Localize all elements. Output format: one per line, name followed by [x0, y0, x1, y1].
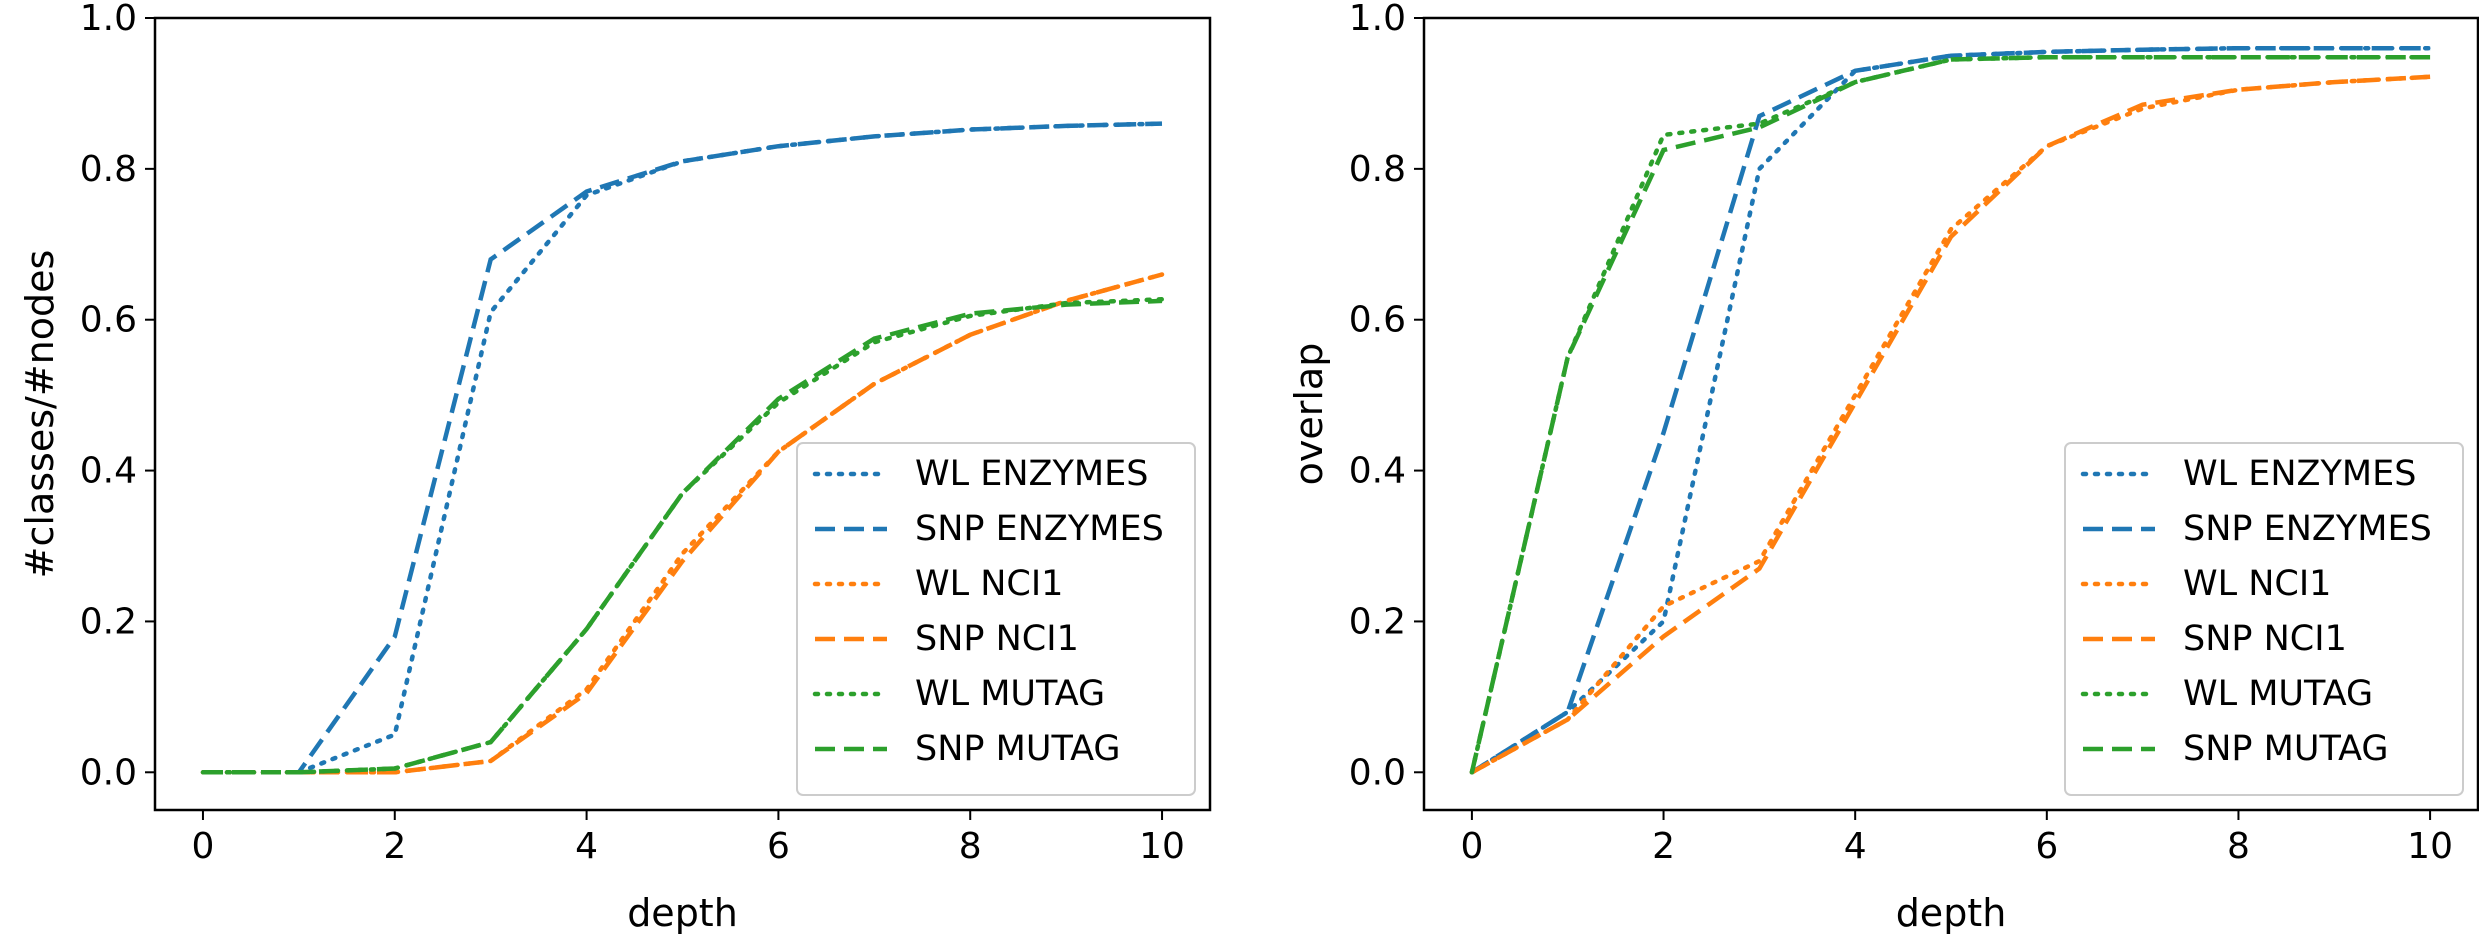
- right-x-tick-label: 8: [2227, 826, 2250, 867]
- left-y-tick-label: 0.0: [80, 752, 137, 793]
- right-y-tick-label: 0.0: [1349, 752, 1406, 793]
- left-x-tick-label: 10: [1139, 826, 1185, 867]
- right-y-tick-label: 1.0: [1349, 0, 1406, 39]
- right-y-tick-label: 0.2: [1349, 601, 1406, 642]
- right-y-tick-label: 0.8: [1349, 149, 1406, 190]
- right-x-tick-label: 2: [1652, 826, 1675, 867]
- left-legend-label: WL NCI1: [915, 564, 1063, 604]
- left-x-tick-label: 4: [575, 826, 598, 867]
- left-y-tick-label: 0.8: [80, 149, 137, 190]
- right-axes-frame: [1422, 16, 2479, 812]
- left-axes-frame: [153, 16, 1212, 812]
- left-y-axis-label: #classes/#nodes: [18, 250, 62, 579]
- right-y-tick-label: 0.6: [1349, 300, 1406, 341]
- right-x-tick-label: 4: [1844, 826, 1867, 867]
- right-legend-label: WL MUTAG: [2183, 674, 2373, 714]
- left-x-tick-label: 0: [192, 826, 215, 867]
- left-series-snp-mutag: [203, 298, 1163, 775]
- right-legend-label: WL ENZYMES: [2183, 454, 2416, 494]
- right-x-axis-label: depth: [1896, 891, 2007, 935]
- right-panel: 0 2 4 6 8 10 0.0 0.2 0.4 0.6 0.8 1.0 depth overlap WL …: [1287, 0, 2479, 935]
- left-series-snp-enzymes: [203, 121, 1163, 775]
- left-y-tick-label: 0.2: [80, 601, 137, 642]
- left-x-tick-label: 6: [767, 826, 790, 867]
- right-series-snp-nci1: [1470, 74, 2431, 775]
- left-y-tick-label: 0.6: [80, 300, 137, 341]
- left-legend: [796, 442, 1196, 796]
- left-series-snp-nci1: [203, 272, 1163, 775]
- left-legend-label: SNP ENZYMES: [915, 509, 1164, 549]
- right-x-tick-label: 10: [2407, 826, 2453, 867]
- right-legend-label: SNP NCI1: [2183, 619, 2347, 659]
- left-y-tick-label: 0.4: [80, 451, 137, 492]
- left-legend-label: SNP MUTAG: [915, 729, 1121, 769]
- right-legend-label: SNP ENZYMES: [2183, 509, 2432, 549]
- right-legend-label: WL NCI1: [2183, 564, 2331, 604]
- left-legend-label: SNP NCI1: [915, 619, 1079, 659]
- right-y-axis-label: overlap: [1287, 343, 1331, 486]
- left-y-tick-label: 1.0: [80, 0, 137, 39]
- right-series-snp-mutag: [1469, 54, 2431, 773]
- left-x-tick-label: 2: [383, 826, 406, 867]
- right-x-tick-label: 6: [2035, 826, 2058, 867]
- left-legend-label: WL ENZYMES: [915, 454, 1148, 494]
- right-legend: [2064, 442, 2464, 796]
- left-x-tick-label: 8: [959, 826, 982, 867]
- right-legend-label: SNP MUTAG: [2183, 729, 2389, 769]
- left-panel: 0 2 4 6 8 10 0.0 0.2 0.4 0.6 0.8 1.0 depth #classes/#…: [18, 0, 1212, 935]
- left-x-axis-label: depth: [627, 891, 738, 935]
- right-series-snp-enzymes: [1470, 45, 2431, 775]
- right-x-tick-label: 0: [1460, 826, 1483, 867]
- left-legend-label: WL MUTAG: [915, 674, 1105, 714]
- right-y-tick-label: 0.4: [1349, 451, 1406, 492]
